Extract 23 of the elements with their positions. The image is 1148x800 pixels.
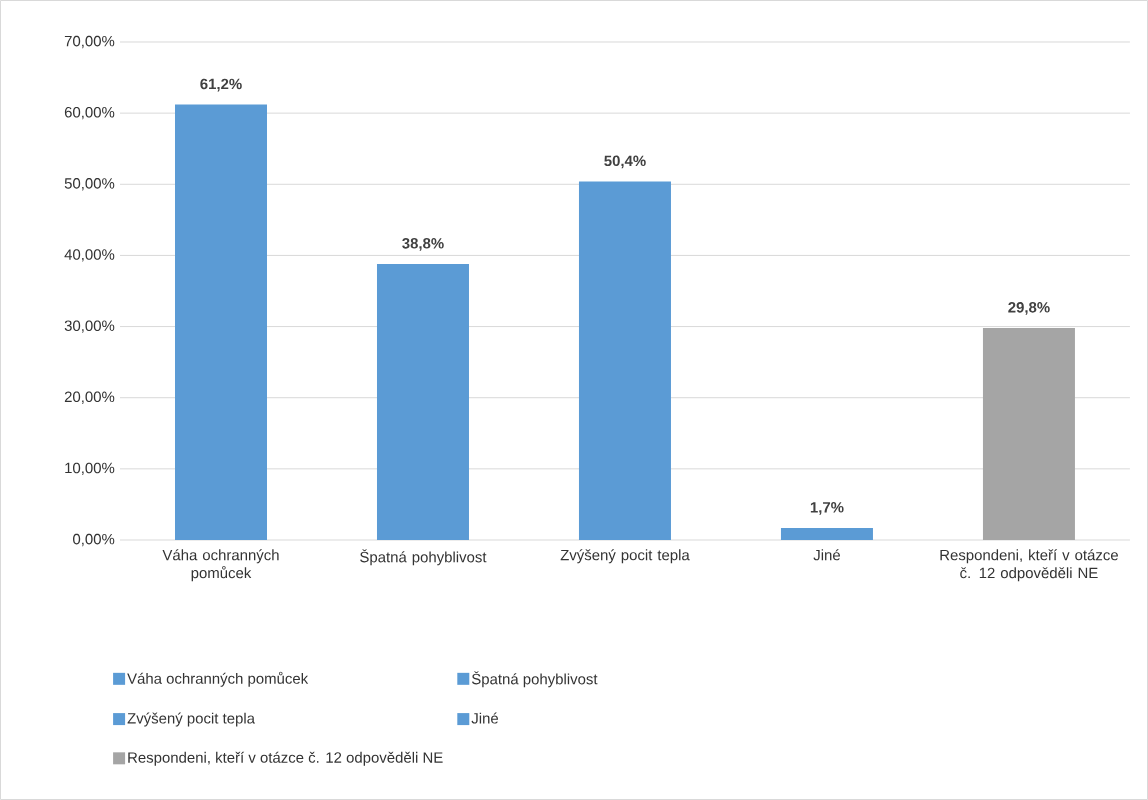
y-tick-label: 70,00% bbox=[64, 35, 115, 49]
data-label: 29,8% bbox=[1008, 302, 1050, 315]
y-tick-label: 40,00% bbox=[64, 249, 115, 262]
x-tick-label: Špatná pohyblivost bbox=[360, 549, 487, 566]
x-tick-label: Respondeni, kteří v otázce č. 12 odpověděli NE bbox=[940, 549, 1118, 582]
data-label: 50,4% bbox=[604, 155, 646, 169]
y-tick-label: 30,00% bbox=[64, 320, 115, 333]
y-tick-label: 0,00% bbox=[73, 533, 115, 547]
legend-label: Špatná pohyblivost bbox=[471, 671, 598, 688]
legend-label: Jiné bbox=[471, 712, 499, 724]
x-tick-label: Zvýšený pocit tepla bbox=[560, 549, 690, 564]
y-tick-label: 60,00% bbox=[64, 106, 115, 120]
legend-label: Zvýšený pocit tepla bbox=[127, 712, 255, 727]
data-label: 61,2% bbox=[200, 78, 242, 92]
legend-label: Váha ochranných pomůcek bbox=[127, 671, 309, 687]
x-tick-label: Váha ochranných pomůcek bbox=[162, 549, 279, 582]
legend-label: Respondeni, kteří v otázce č. 12 odpověděli NE bbox=[128, 751, 443, 766]
data-label: 38,8% bbox=[402, 238, 444, 251]
y-tick-label: 10,00% bbox=[65, 462, 115, 476]
x-tick-label: Jiné bbox=[813, 549, 840, 561]
y-tick-label: 50,00% bbox=[64, 178, 115, 191]
data-label: 1,7% bbox=[810, 502, 844, 515]
y-tick-label: 20,00% bbox=[64, 391, 115, 404]
